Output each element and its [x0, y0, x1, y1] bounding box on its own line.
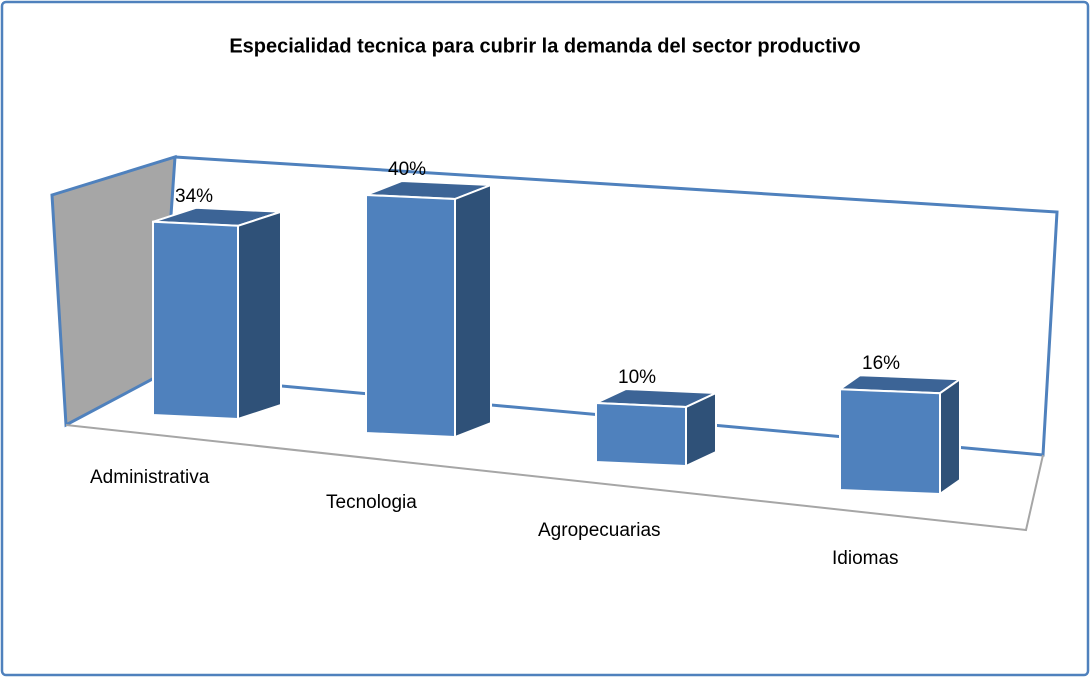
- bar: [839, 388, 941, 496]
- bar: [365, 193, 456, 439]
- x-tick-label: Idiomas: [832, 548, 899, 569]
- x-tick-label: Agropecuarias: [538, 520, 661, 541]
- value-label: 34%: [175, 186, 213, 207]
- bar-side: [939, 377, 961, 496]
- value-label: 40%: [388, 159, 426, 180]
- value-label: 16%: [862, 353, 900, 374]
- x-tick-label: Tecnologia: [326, 492, 417, 513]
- floor-edge: [65, 424, 1044, 532]
- chart-title: Especialidad tecnica para cubrir la dema…: [229, 35, 860, 57]
- bar: [152, 220, 239, 421]
- bar-side: [685, 391, 717, 468]
- value-label: 10%: [618, 367, 656, 388]
- x-tick-label: Administrativa: [90, 467, 210, 488]
- bar: [595, 401, 687, 468]
- bar-side: [454, 183, 492, 439]
- bar-side: [237, 210, 282, 421]
